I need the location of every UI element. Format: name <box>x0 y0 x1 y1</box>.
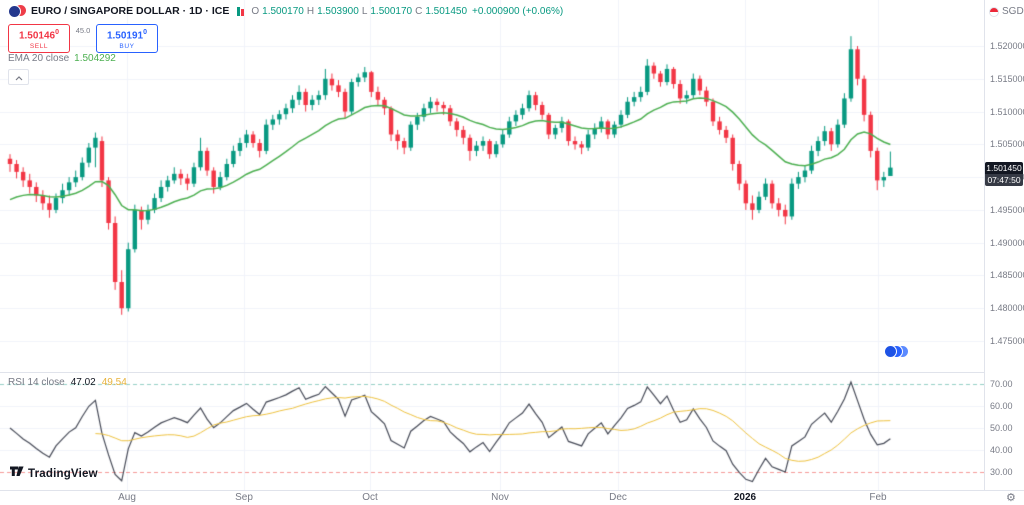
time-axis-label: Dec <box>609 492 627 503</box>
low-label: L <box>361 5 368 17</box>
currency-pair-icon <box>8 5 26 18</box>
candlestick-style-icon[interactable] <box>237 6 245 16</box>
currency-code: SGD <box>1002 6 1024 17</box>
high-label: H <box>306 5 315 17</box>
quick-trade-buttons <box>884 345 914 359</box>
ema-legend-label: EMA 20 close <box>8 53 70 64</box>
buy-price-fraction: 0 <box>143 29 148 36</box>
open-value: 1.500170 <box>262 5 304 17</box>
price-scale-label: 1.485000 <box>990 270 1024 281</box>
buy-price: 1.50191 <box>106 30 144 42</box>
rsi-legend[interactable]: RSI 14 close 47.02 49.54 <box>8 377 127 388</box>
spread-value: 45.0 <box>75 26 91 35</box>
sell-button[interactable]: 1.501460 SELL <box>8 24 70 53</box>
chart-plot-area[interactable] <box>0 0 984 490</box>
time-axis-label: Feb <box>869 492 887 503</box>
rsi-ma-value: 49.54 <box>101 377 127 388</box>
sell-price-fraction: 0 <box>55 29 60 36</box>
sell-price: 1.50146 <box>18 30 56 42</box>
rsi-scale-label: 60.00 <box>990 401 1013 411</box>
rsi-scale-label: 40.00 <box>990 445 1013 455</box>
last-price-value: 1.501450 <box>985 161 1023 174</box>
symbol-header: EURO / SINGAPORE DOLLAR · 1D · ICE O 1.50… <box>8 5 564 18</box>
trade-widget: 1.501460 SELL 45.0 1.501910 BUY <box>8 24 158 53</box>
rsi-legend-label: RSI 14 close <box>8 377 65 388</box>
price-scale-label: 1.490000 <box>990 237 1024 248</box>
chevron-up-icon <box>15 68 23 86</box>
ema-legend-value: 1.504292 <box>74 53 116 64</box>
quick-trade-button-1[interactable] <box>884 345 897 358</box>
rsi-scale-label: 30.00 <box>990 467 1013 477</box>
tradingview-logo[interactable]: TradingView <box>10 464 98 483</box>
rsi-scale-label: 70.00 <box>990 379 1013 389</box>
tradingview-logo-icon <box>10 464 24 483</box>
time-axis-label: 2026 <box>733 492 757 503</box>
ohlc-values: O 1.500170 H 1.503900 L 1.500170 C 1.501450 <box>251 6 467 17</box>
price-scale[interactable]: SGD 1.520000 1.515000 1.510000 1.505000 1.50… <box>984 0 1024 490</box>
sgd-flag-icon <box>989 6 999 17</box>
price-scale-label: 1.505000 <box>990 139 1024 150</box>
open-label: O <box>251 5 260 17</box>
bar-countdown: 07:47:50 <box>985 173 1023 186</box>
last-price-badge: 1.501450 07:47:50 <box>985 161 1023 186</box>
rsi-value: 47.02 <box>70 377 96 388</box>
time-axis[interactable]: ⚙ Aug Sep Oct Nov Dec 2026 Feb <box>0 490 1024 505</box>
time-axis-label: Oct <box>362 492 378 503</box>
ema-legend[interactable]: EMA 20 close 1.504292 <box>8 53 116 64</box>
collapse-legend-button[interactable] <box>8 69 29 85</box>
time-axis-label: Sep <box>235 492 253 503</box>
sell-label: SELL <box>29 43 49 51</box>
price-scale-label: 1.510000 <box>990 106 1024 117</box>
close-label: C <box>415 5 423 17</box>
price-scale-label: 1.475000 <box>990 336 1024 346</box>
pane-separator[interactable] <box>0 372 984 373</box>
price-change: +0.000900 (+0.06%) <box>472 5 564 17</box>
price-scale-label: 1.495000 <box>990 204 1024 215</box>
price-scale-label: 1.515000 <box>990 73 1024 84</box>
price-scale-label: 1.480000 <box>990 303 1024 314</box>
price-scale-label: 1.520000 <box>990 41 1024 51</box>
currency-selector[interactable]: SGD <box>989 6 1024 17</box>
buy-button[interactable]: 1.501910 BUY <box>96 24 158 53</box>
time-axis-label: Aug <box>118 492 136 503</box>
buy-label: BUY <box>119 43 135 51</box>
rsi-scale-label: 50.00 <box>990 423 1013 433</box>
settings-gear-icon[interactable]: ⚙ <box>1006 492 1016 504</box>
symbol-title[interactable]: EURO / SINGAPORE DOLLAR · 1D · ICE <box>31 5 230 17</box>
high-value: 1.503900 <box>317 5 359 17</box>
time-axis-label: Nov <box>491 492 509 503</box>
tradingview-logo-text: TradingView <box>28 467 98 480</box>
close-value: 1.501450 <box>425 5 468 17</box>
low-value: 1.500170 <box>370 5 413 17</box>
